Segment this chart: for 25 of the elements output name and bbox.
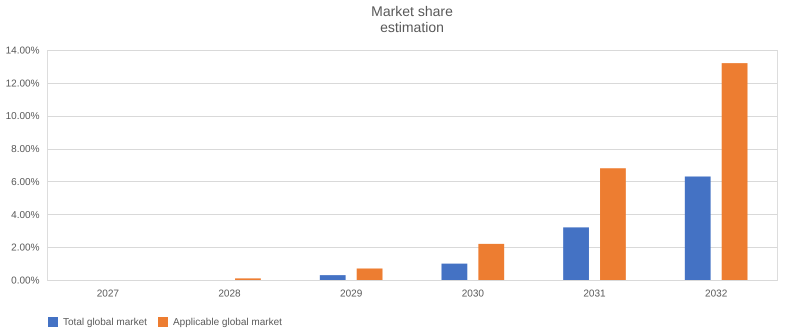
bar bbox=[684, 176, 711, 280]
bar bbox=[600, 168, 626, 280]
y-tick-label: 8.00% bbox=[11, 144, 40, 156]
bar bbox=[356, 268, 383, 280]
y-tick-label: 14.00% bbox=[6, 46, 40, 56]
x-tick-label: 2027 bbox=[96, 288, 120, 300]
y-tick-label: 4.00% bbox=[11, 210, 40, 221]
bar bbox=[722, 63, 748, 280]
x-tick-label: 2028 bbox=[218, 288, 242, 300]
bar bbox=[478, 244, 504, 280]
y-tick-label: 10.00% bbox=[6, 111, 40, 122]
chart-title: Market share estimation bbox=[371, 3, 454, 35]
y-tick-label: 0.00% bbox=[11, 276, 40, 286]
x-tick-label: 2029 bbox=[340, 288, 363, 300]
x-tick-label: 2031 bbox=[583, 288, 606, 300]
y-tick-label: 12.00% bbox=[6, 78, 40, 90]
bar bbox=[320, 275, 346, 280]
bar bbox=[563, 227, 589, 280]
x-tick-label: 2030 bbox=[462, 288, 484, 300]
y-tick-label: 6.00% bbox=[11, 176, 40, 188]
y-tick-label: 2.00% bbox=[11, 242, 40, 254]
bar bbox=[441, 264, 468, 280]
legend-label: Applicable global market bbox=[173, 317, 282, 328]
legend-label: Total global market bbox=[63, 317, 148, 328]
x-tick-label: 2032 bbox=[705, 288, 728, 300]
